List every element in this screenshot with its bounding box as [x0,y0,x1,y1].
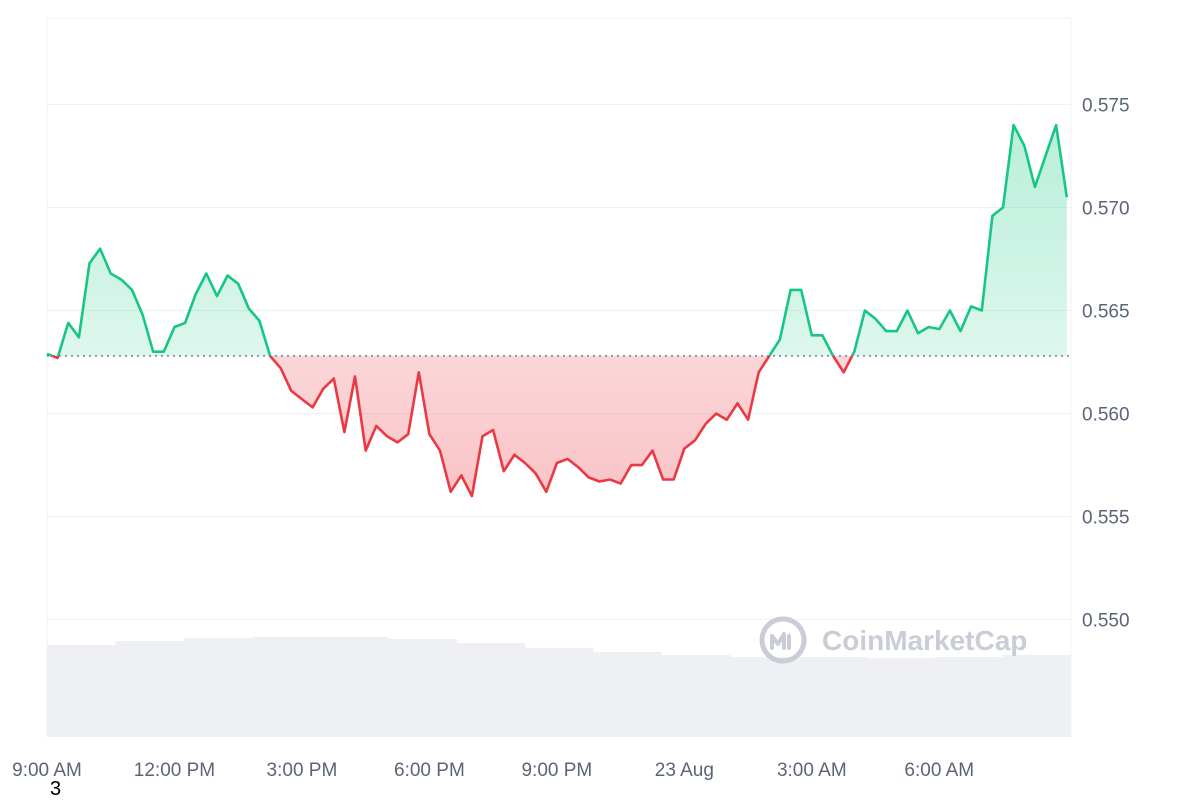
volume-bar [47,645,116,737]
x-tick-label: 3:00 PM [267,760,338,781]
volume-bar [661,655,731,737]
volume-bar [320,637,389,737]
y-tick-label: 0.575 [1082,96,1130,117]
volume-bar [456,643,526,737]
y-tick-label: 0.550 [1082,611,1130,632]
x-tick-label: 9:00 PM [521,760,592,781]
x-tick-label: 23 Aug [655,760,714,781]
volume-bar [593,652,662,737]
area-above-baseline [47,125,1067,356]
volume-bar [866,658,935,737]
y-tick-label: 0.565 [1082,302,1130,323]
price-lines[interactable] [46,123,1069,498]
y-tick-label: 0.560 [1082,405,1130,426]
area-below-baseline [47,355,1067,496]
plot-frame [46,17,1072,737]
volume-bar [388,639,458,737]
volume-bar [115,641,185,737]
price-line-down[interactable] [47,125,1067,498]
volume-bar [729,657,799,737]
price-line-up[interactable] [46,123,1069,496]
volume-bar [797,657,867,737]
volume-bar [251,637,321,737]
x-tick-label: 12:00 PM [134,760,215,781]
y-tick-label: 0.570 [1082,199,1130,220]
x-tick-label: 9:00 AM [12,760,82,781]
watermark: CoinMarketCap [759,616,1027,664]
y-axis-tick-labels: 0.550 0.555 0.560 0.565 0.570 0.575 [1082,96,1130,632]
volume-bar [934,657,1004,737]
x-tick-label: 3:00 AM [777,760,847,781]
x-tick-label: 6:00 PM [394,760,465,781]
volume-bar [524,648,594,737]
volume-bars [47,637,1072,737]
volume-bar [1002,655,1072,737]
corner-note: 3 [50,778,62,800]
x-tick-label: 6:00 AM [904,760,974,781]
watermark-text: CoinMarketCap [822,625,1027,656]
coinmarketcap-logo-icon [759,616,807,664]
price-areas [47,125,1067,496]
y-tick-label: 0.555 [1082,508,1130,529]
volume-bar [183,638,253,737]
x-axis-tick-labels: 9:00 AM 12:00 PM 3:00 PM 6:00 PM 9:00 PM 23 A… [12,760,974,781]
